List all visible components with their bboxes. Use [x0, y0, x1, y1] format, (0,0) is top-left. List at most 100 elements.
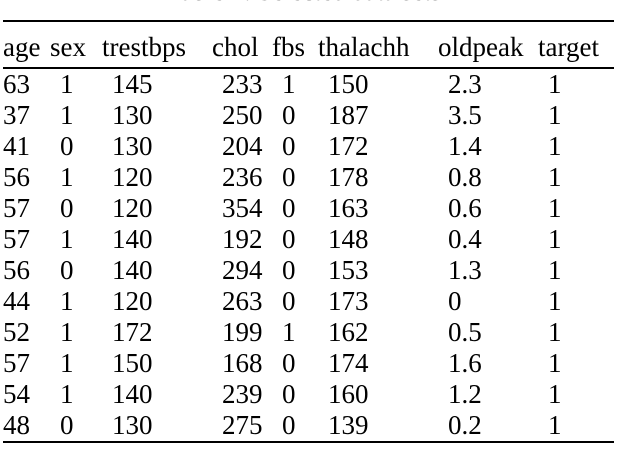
cell-trestbps: 130: [112, 100, 153, 130]
cell-target: 1: [548, 255, 562, 285]
cell-fbs: 0: [282, 379, 296, 409]
cell-age: 56: [3, 162, 30, 192]
header-row: age sex trestbps chol fbs thalachh oldpeak targ…: [3, 21, 614, 69]
table-row: 44 1 120 263 0 173 0 1: [3, 286, 614, 317]
cell-chol: 294: [222, 255, 263, 285]
table-row: 54 1 140 239 0 160 1.2 1: [3, 379, 614, 410]
cell-chol: 192: [222, 224, 263, 254]
cell-thalachh: 163: [328, 193, 369, 223]
cell-sex: 0: [60, 410, 74, 440]
cell-target: 1: [548, 193, 562, 223]
cell-oldpeak: 0.8: [448, 162, 482, 192]
cell-chol: 250: [222, 100, 263, 130]
cell-fbs: 0: [282, 286, 296, 316]
column-header-sex: sex: [50, 21, 102, 69]
cell-age: 37: [3, 100, 30, 130]
cell-age: 56: [3, 255, 30, 285]
cell-age: 57: [3, 224, 30, 254]
cell-fbs: 0: [282, 224, 296, 254]
table-row: 56 0 140 294 0 153 1.3 1: [3, 255, 614, 286]
cell-oldpeak: 0.4: [448, 224, 482, 254]
cell-oldpeak: 1.6: [448, 348, 482, 378]
cell-sex: 1: [60, 286, 74, 316]
table-row: 57 1 140 192 0 148 0.4 1: [3, 224, 614, 255]
cell-fbs: 1: [282, 69, 296, 99]
cell-age: 57: [3, 348, 30, 378]
cell-trestbps: 130: [112, 131, 153, 161]
column-header-age: age: [3, 21, 50, 69]
data-table: age sex trestbps chol fbs thalachh oldpeak targ…: [3, 20, 614, 443]
table-row: 48 0 130 275 0 139 0.2 1: [3, 410, 614, 442]
cell-thalachh: 178: [328, 162, 369, 192]
table-row: 52 1 172 199 1 162 0.5 1: [3, 317, 614, 348]
cell-target: 1: [548, 162, 562, 192]
table-row: 37 1 130 250 0 187 3.5 1: [3, 100, 614, 131]
cell-fbs: 0: [282, 100, 296, 130]
cell-sex: 0: [60, 255, 74, 285]
cell-target: 1: [548, 410, 562, 440]
cell-sex: 1: [60, 69, 74, 99]
column-header-thalachh: thalachh: [318, 21, 438, 69]
cell-thalachh: 160: [328, 379, 369, 409]
cell-trestbps: 120: [112, 162, 153, 192]
cell-fbs: 0: [282, 193, 296, 223]
cell-trestbps: 145: [112, 69, 153, 99]
column-header-trestbps: trestbps: [102, 21, 212, 69]
cell-target: 1: [548, 69, 562, 99]
cell-thalachh: 139: [328, 410, 369, 440]
cell-target: 1: [548, 286, 562, 316]
cell-trestbps: 140: [112, 224, 153, 254]
cell-age: 48: [3, 410, 30, 440]
cell-oldpeak: 0.2: [448, 410, 482, 440]
cell-sex: 1: [60, 379, 74, 409]
cell-chol: 263: [222, 286, 263, 316]
cell-oldpeak: 1.3: [448, 255, 482, 285]
table-row: 57 0 120 354 0 163 0.6 1: [3, 193, 614, 224]
table-header: age sex trestbps chol fbs thalachh oldpeak targ…: [3, 21, 614, 69]
cell-sex: 0: [60, 131, 74, 161]
cell-target: 1: [548, 317, 562, 347]
cell-fbs: 0: [282, 162, 296, 192]
cell-sex: 1: [60, 317, 74, 347]
cell-fbs: 1: [282, 317, 296, 347]
cell-age: 63: [3, 69, 30, 99]
cell-trestbps: 150: [112, 348, 153, 378]
table-row: 41 0 130 204 0 172 1.4 1: [3, 131, 614, 162]
cell-trestbps: 172: [112, 317, 153, 347]
table-caption: Table 1: Selected data sets: [0, 0, 608, 5]
cell-thalachh: 162: [328, 317, 369, 347]
cell-chol: 168: [222, 348, 263, 378]
cell-chol: 354: [222, 193, 263, 223]
cell-oldpeak: 2.3: [448, 69, 482, 99]
cell-age: 54: [3, 379, 30, 409]
cell-sex: 1: [60, 348, 74, 378]
cell-sex: 0: [60, 193, 74, 223]
cell-trestbps: 130: [112, 410, 153, 440]
cell-oldpeak: 1.4: [448, 131, 482, 161]
table-body: 63 1 145 233 1 150 2.3 1 37 1 130 250 0 187 3.5 1 41 0 130…: [3, 68, 614, 442]
table-row: 56 1 120 236 0 178 0.8 1: [3, 162, 614, 193]
column-header-fbs: fbs: [272, 21, 318, 69]
cell-sex: 1: [60, 162, 74, 192]
caption-clip: Table 1: Selected data sets: [0, 0, 608, 5]
table-row: 63 1 145 233 1 150 2.3 1: [3, 68, 614, 100]
cell-target: 1: [548, 131, 562, 161]
cell-age: 57: [3, 193, 30, 223]
cell-fbs: 0: [282, 255, 296, 285]
cell-age: 52: [3, 317, 30, 347]
cell-oldpeak: 0: [448, 286, 462, 316]
cell-target: 1: [548, 224, 562, 254]
cell-thalachh: 174: [328, 348, 369, 378]
cell-age: 41: [3, 131, 30, 161]
table-row: 57 1 150 168 0 174 1.6 1: [3, 348, 614, 379]
cell-trestbps: 140: [112, 255, 153, 285]
cell-sex: 1: [60, 100, 74, 130]
cell-thalachh: 148: [328, 224, 369, 254]
cell-chol: 199: [222, 317, 263, 347]
cell-thalachh: 172: [328, 131, 369, 161]
cell-thalachh: 150: [328, 69, 369, 99]
cell-thalachh: 173: [328, 286, 369, 316]
cell-thalachh: 153: [328, 255, 369, 285]
cell-fbs: 0: [282, 410, 296, 440]
cell-fbs: 0: [282, 348, 296, 378]
